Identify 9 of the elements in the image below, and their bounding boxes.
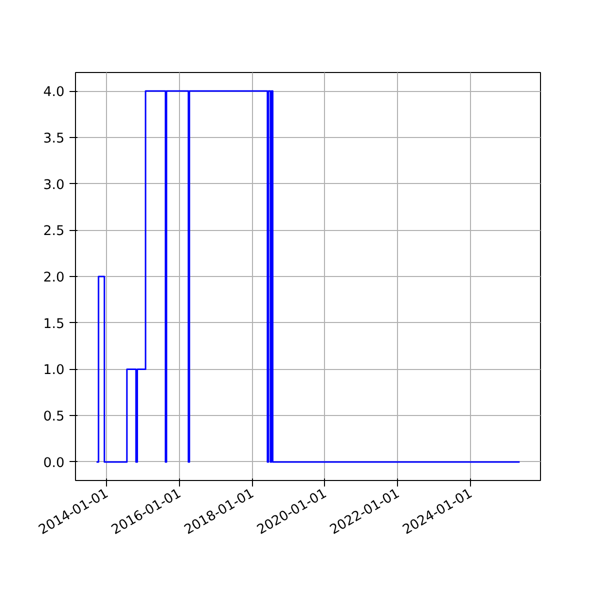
y-tick-label: 3.5 (43, 131, 65, 146)
y-tick-label: 4.0 (43, 85, 65, 100)
y-tick-label: 1.0 (43, 363, 65, 378)
y-tick-label: 0.5 (43, 410, 65, 425)
y-tick-label: 2.0 (43, 270, 65, 286)
y-tick-label: 0.0 (43, 456, 65, 471)
y-tick-label: 2.5 (43, 224, 65, 240)
y-tick-label: 3.0 (43, 178, 65, 193)
y-tick-label: 1.5 (43, 316, 65, 332)
